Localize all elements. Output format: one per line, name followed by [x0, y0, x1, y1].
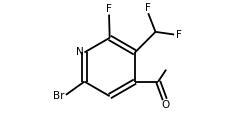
Text: F: F: [106, 4, 112, 14]
Text: F: F: [144, 3, 150, 13]
Text: Br: Br: [53, 90, 64, 100]
Text: N: N: [76, 47, 84, 57]
Text: O: O: [161, 100, 169, 109]
Text: F: F: [175, 29, 181, 40]
